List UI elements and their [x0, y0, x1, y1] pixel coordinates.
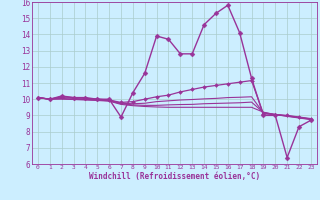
X-axis label: Windchill (Refroidissement éolien,°C): Windchill (Refroidissement éolien,°C) [89, 172, 260, 181]
